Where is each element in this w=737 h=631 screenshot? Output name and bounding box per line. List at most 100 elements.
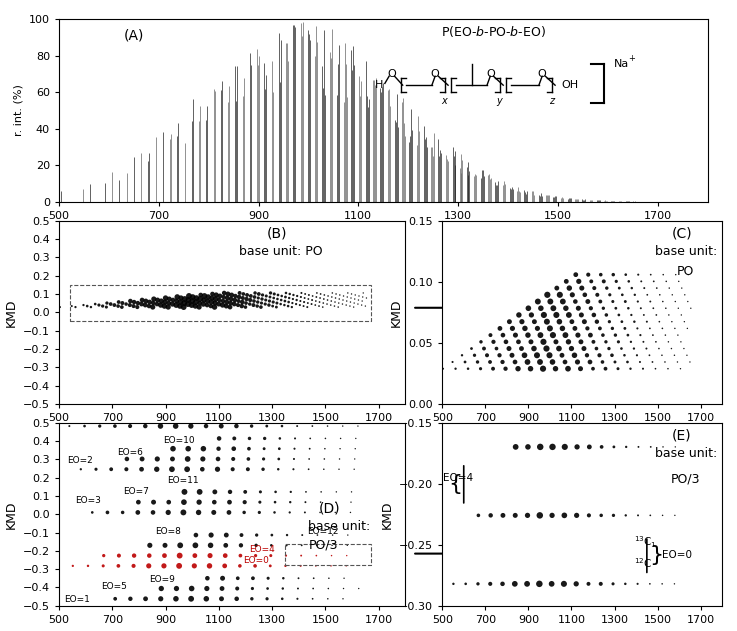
- Point: [193, 497, 205, 507]
- Point: [292, 584, 304, 594]
- Point: [290, 299, 302, 309]
- Point: [519, 323, 531, 333]
- Point: [588, 310, 600, 320]
- Text: z: z: [548, 97, 553, 106]
- Point: [287, 298, 298, 308]
- Point: [669, 297, 681, 307]
- Point: [610, 276, 622, 286]
- Point: [281, 530, 293, 540]
- Point: [200, 421, 212, 431]
- Point: [296, 288, 307, 298]
- Point: [198, 295, 210, 305]
- Point: [659, 357, 671, 367]
- Point: [657, 269, 669, 280]
- Point: [329, 297, 341, 307]
- Point: [256, 294, 268, 304]
- Point: [220, 301, 232, 311]
- Point: [182, 444, 194, 454]
- Text: +: +: [628, 54, 635, 63]
- Point: [334, 454, 346, 464]
- Point: [353, 584, 365, 594]
- Point: [503, 343, 515, 353]
- Point: [494, 350, 506, 360]
- Point: [183, 291, 195, 301]
- Point: [618, 350, 630, 360]
- Point: [238, 507, 250, 517]
- Point: [140, 296, 152, 306]
- Point: [485, 510, 497, 521]
- Point: [167, 295, 179, 305]
- Point: [291, 421, 303, 431]
- Point: [241, 294, 253, 304]
- Point: [109, 594, 121, 604]
- Point: [205, 301, 217, 311]
- Bar: [285, 543, 371, 565]
- Point: [559, 357, 571, 367]
- Point: [292, 594, 304, 604]
- Point: [315, 497, 326, 507]
- Point: [595, 269, 607, 280]
- Point: [322, 594, 334, 604]
- Point: [162, 507, 174, 517]
- Point: [175, 293, 187, 303]
- Point: [273, 454, 284, 464]
- Text: {: {: [449, 474, 463, 494]
- Point: [279, 561, 291, 571]
- Point: [644, 297, 656, 307]
- Point: [174, 551, 186, 561]
- Point: [675, 310, 687, 320]
- Point: [565, 343, 577, 353]
- Point: [258, 444, 270, 454]
- Point: [528, 317, 540, 327]
- Point: [164, 294, 175, 304]
- Y-axis label: KMD: KMD: [390, 298, 403, 327]
- Point: [268, 507, 280, 517]
- Point: [233, 292, 245, 302]
- Point: [256, 290, 268, 300]
- Point: [190, 530, 202, 540]
- Point: [560, 303, 572, 313]
- Point: [256, 298, 268, 308]
- Point: [214, 291, 226, 301]
- Point: [241, 290, 253, 300]
- Text: $^{13}$C$_1$: $^{13}$C$_1$: [634, 534, 657, 550]
- Point: [201, 573, 213, 583]
- Point: [170, 594, 182, 604]
- Point: [516, 343, 528, 353]
- Point: [356, 300, 368, 310]
- Point: [162, 302, 174, 312]
- Point: [672, 303, 684, 313]
- Point: [186, 300, 198, 310]
- Point: [116, 507, 128, 517]
- Point: [506, 323, 518, 333]
- Point: [349, 444, 361, 454]
- Point: [348, 302, 360, 312]
- Point: [274, 433, 286, 444]
- Text: O: O: [538, 69, 547, 80]
- Point: [206, 293, 218, 303]
- Point: [158, 561, 170, 571]
- Point: [63, 421, 75, 431]
- Point: [81, 301, 93, 311]
- Point: [588, 283, 600, 293]
- Point: [550, 337, 562, 347]
- Point: [306, 299, 318, 309]
- Point: [535, 303, 547, 313]
- Point: [262, 573, 274, 583]
- Point: [638, 283, 650, 293]
- Point: [105, 299, 116, 309]
- Point: [314, 507, 326, 517]
- Point: [545, 579, 557, 589]
- Point: [245, 421, 257, 431]
- Point: [112, 301, 124, 311]
- Point: [595, 510, 607, 521]
- Point: [590, 343, 602, 353]
- X-axis label: NKM: NKM: [218, 630, 246, 631]
- Point: [513, 310, 525, 320]
- Point: [353, 291, 365, 301]
- Point: [668, 579, 680, 589]
- Point: [289, 444, 301, 454]
- Point: [585, 276, 597, 286]
- Point: [189, 551, 200, 561]
- Point: [234, 288, 245, 298]
